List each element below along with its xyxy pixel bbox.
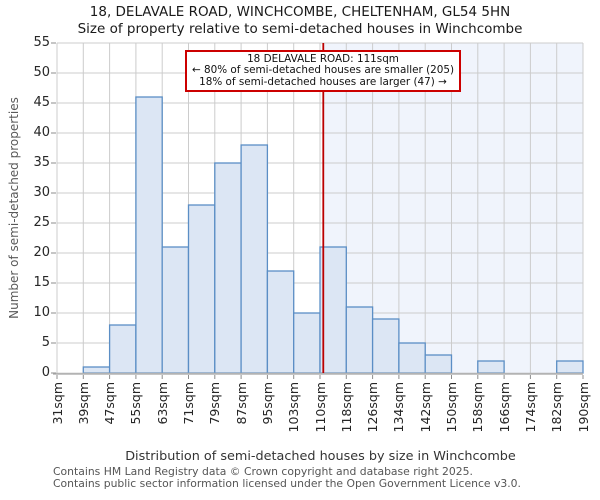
y-tick-label-5: 5 <box>41 335 50 350</box>
x-tick-label-174sqm: 174sqm <box>522 382 538 433</box>
x-tick-label-95sqm: 95sqm <box>259 382 275 425</box>
tick-marks <box>51 42 584 379</box>
histogram-bar-118sqm <box>345 306 374 374</box>
y-tick-label-35: 35 <box>33 155 50 170</box>
x-tick-label-134sqm: 134sqm <box>391 382 407 433</box>
x-tick-label-55sqm: 55sqm <box>128 382 144 425</box>
histogram-bar-142sqm <box>424 354 453 374</box>
histogram-bar-134sqm <box>398 342 426 374</box>
y-tick-label-50: 50 <box>33 65 50 80</box>
x-tick-label-190sqm: 190sqm <box>575 382 591 433</box>
histogram-bar-158sqm <box>477 360 505 374</box>
x-tick-label-71sqm: 71sqm <box>181 382 196 425</box>
histogram-bar-55sqm <box>135 96 163 374</box>
x-tick-label-103sqm: 103sqm <box>286 382 302 433</box>
y-tick-label-55: 55 <box>33 35 50 50</box>
y-tick-label-20: 20 <box>33 245 50 260</box>
histogram-bar-182sqm <box>556 360 584 374</box>
chart-title-line2: Size of property relative to semi-detach… <box>77 21 523 37</box>
histogram-bar-95sqm <box>266 270 295 374</box>
x-tick-label-142sqm: 142sqm <box>417 382 433 433</box>
footer: Contains HM Land Registry data © Crown c… <box>53 466 521 489</box>
annotation-line-property: 18 DELAVALE ROAD: 111sqm <box>247 53 399 65</box>
y-tick-label-10: 10 <box>33 305 50 320</box>
footer-line-licence: Contains public sector information licen… <box>53 476 521 490</box>
x-axis-title: Distribution of semi-detached houses by … <box>125 449 516 464</box>
histogram-bar-79sqm <box>214 162 242 374</box>
histogram-bar-71sqm <box>187 204 216 374</box>
histogram-bar-63sqm <box>161 246 190 374</box>
histogram-bars <box>82 96 584 374</box>
x-tick-label-47sqm: 47sqm <box>102 382 118 425</box>
y-tick-label-30: 30 <box>33 185 50 200</box>
annotation-line-smaller: ← 80% of semi-detached houses are smalle… <box>191 64 455 77</box>
annotation-line-larger: 18% of semi-detached houses are larger (… <box>199 75 447 88</box>
histogram-bar-103sqm <box>293 312 321 374</box>
histogram-bar-47sqm <box>108 324 137 374</box>
x-tick-label-158sqm: 158sqm <box>470 382 486 433</box>
histogram-bar-126sqm <box>371 318 400 374</box>
x-tick-label-63sqm: 63sqm <box>154 382 170 425</box>
x-tick-label-87sqm: 87sqm <box>233 382 249 425</box>
x-tick-label-31sqm: 31sqm <box>49 382 65 425</box>
x-tick-label-118sqm: 118sqm <box>338 382 354 433</box>
x-tick-label-39sqm: 39sqm <box>75 382 91 425</box>
y-tick-label-15: 15 <box>33 275 50 290</box>
histogram-bar-39sqm <box>82 366 111 374</box>
y-tick-label-45: 45 <box>33 95 50 110</box>
chart-title-line1: 18, DELAVALE ROAD, WINCHCOMBE, CHELTENHA… <box>89 4 511 20</box>
x-tick-label-182sqm: 182sqm <box>549 382 565 433</box>
y-tick-label-25: 25 <box>33 215 50 230</box>
x-tick-label-150sqm: 150sqm <box>444 382 459 433</box>
y-tick-label-0: 0 <box>41 365 50 380</box>
x-tick-label-126sqm: 126sqm <box>365 382 381 433</box>
histogram-bar-87sqm <box>240 144 269 374</box>
y-tick-label-40: 40 <box>33 125 50 140</box>
x-tick-label-79sqm: 79sqm <box>207 382 223 425</box>
property-annotation-box: 18 DELAVALE ROAD: 111sqm ← 80% of semi-d… <box>185 50 461 93</box>
x-tick-label-110sqm: 110sqm <box>312 382 328 433</box>
x-tick-label-166sqm: 166sqm <box>496 382 512 433</box>
histogram-bar-110sqm <box>319 246 347 374</box>
footer-line-copyright: Contains HM Land Registry data © Crown c… <box>53 465 473 478</box>
